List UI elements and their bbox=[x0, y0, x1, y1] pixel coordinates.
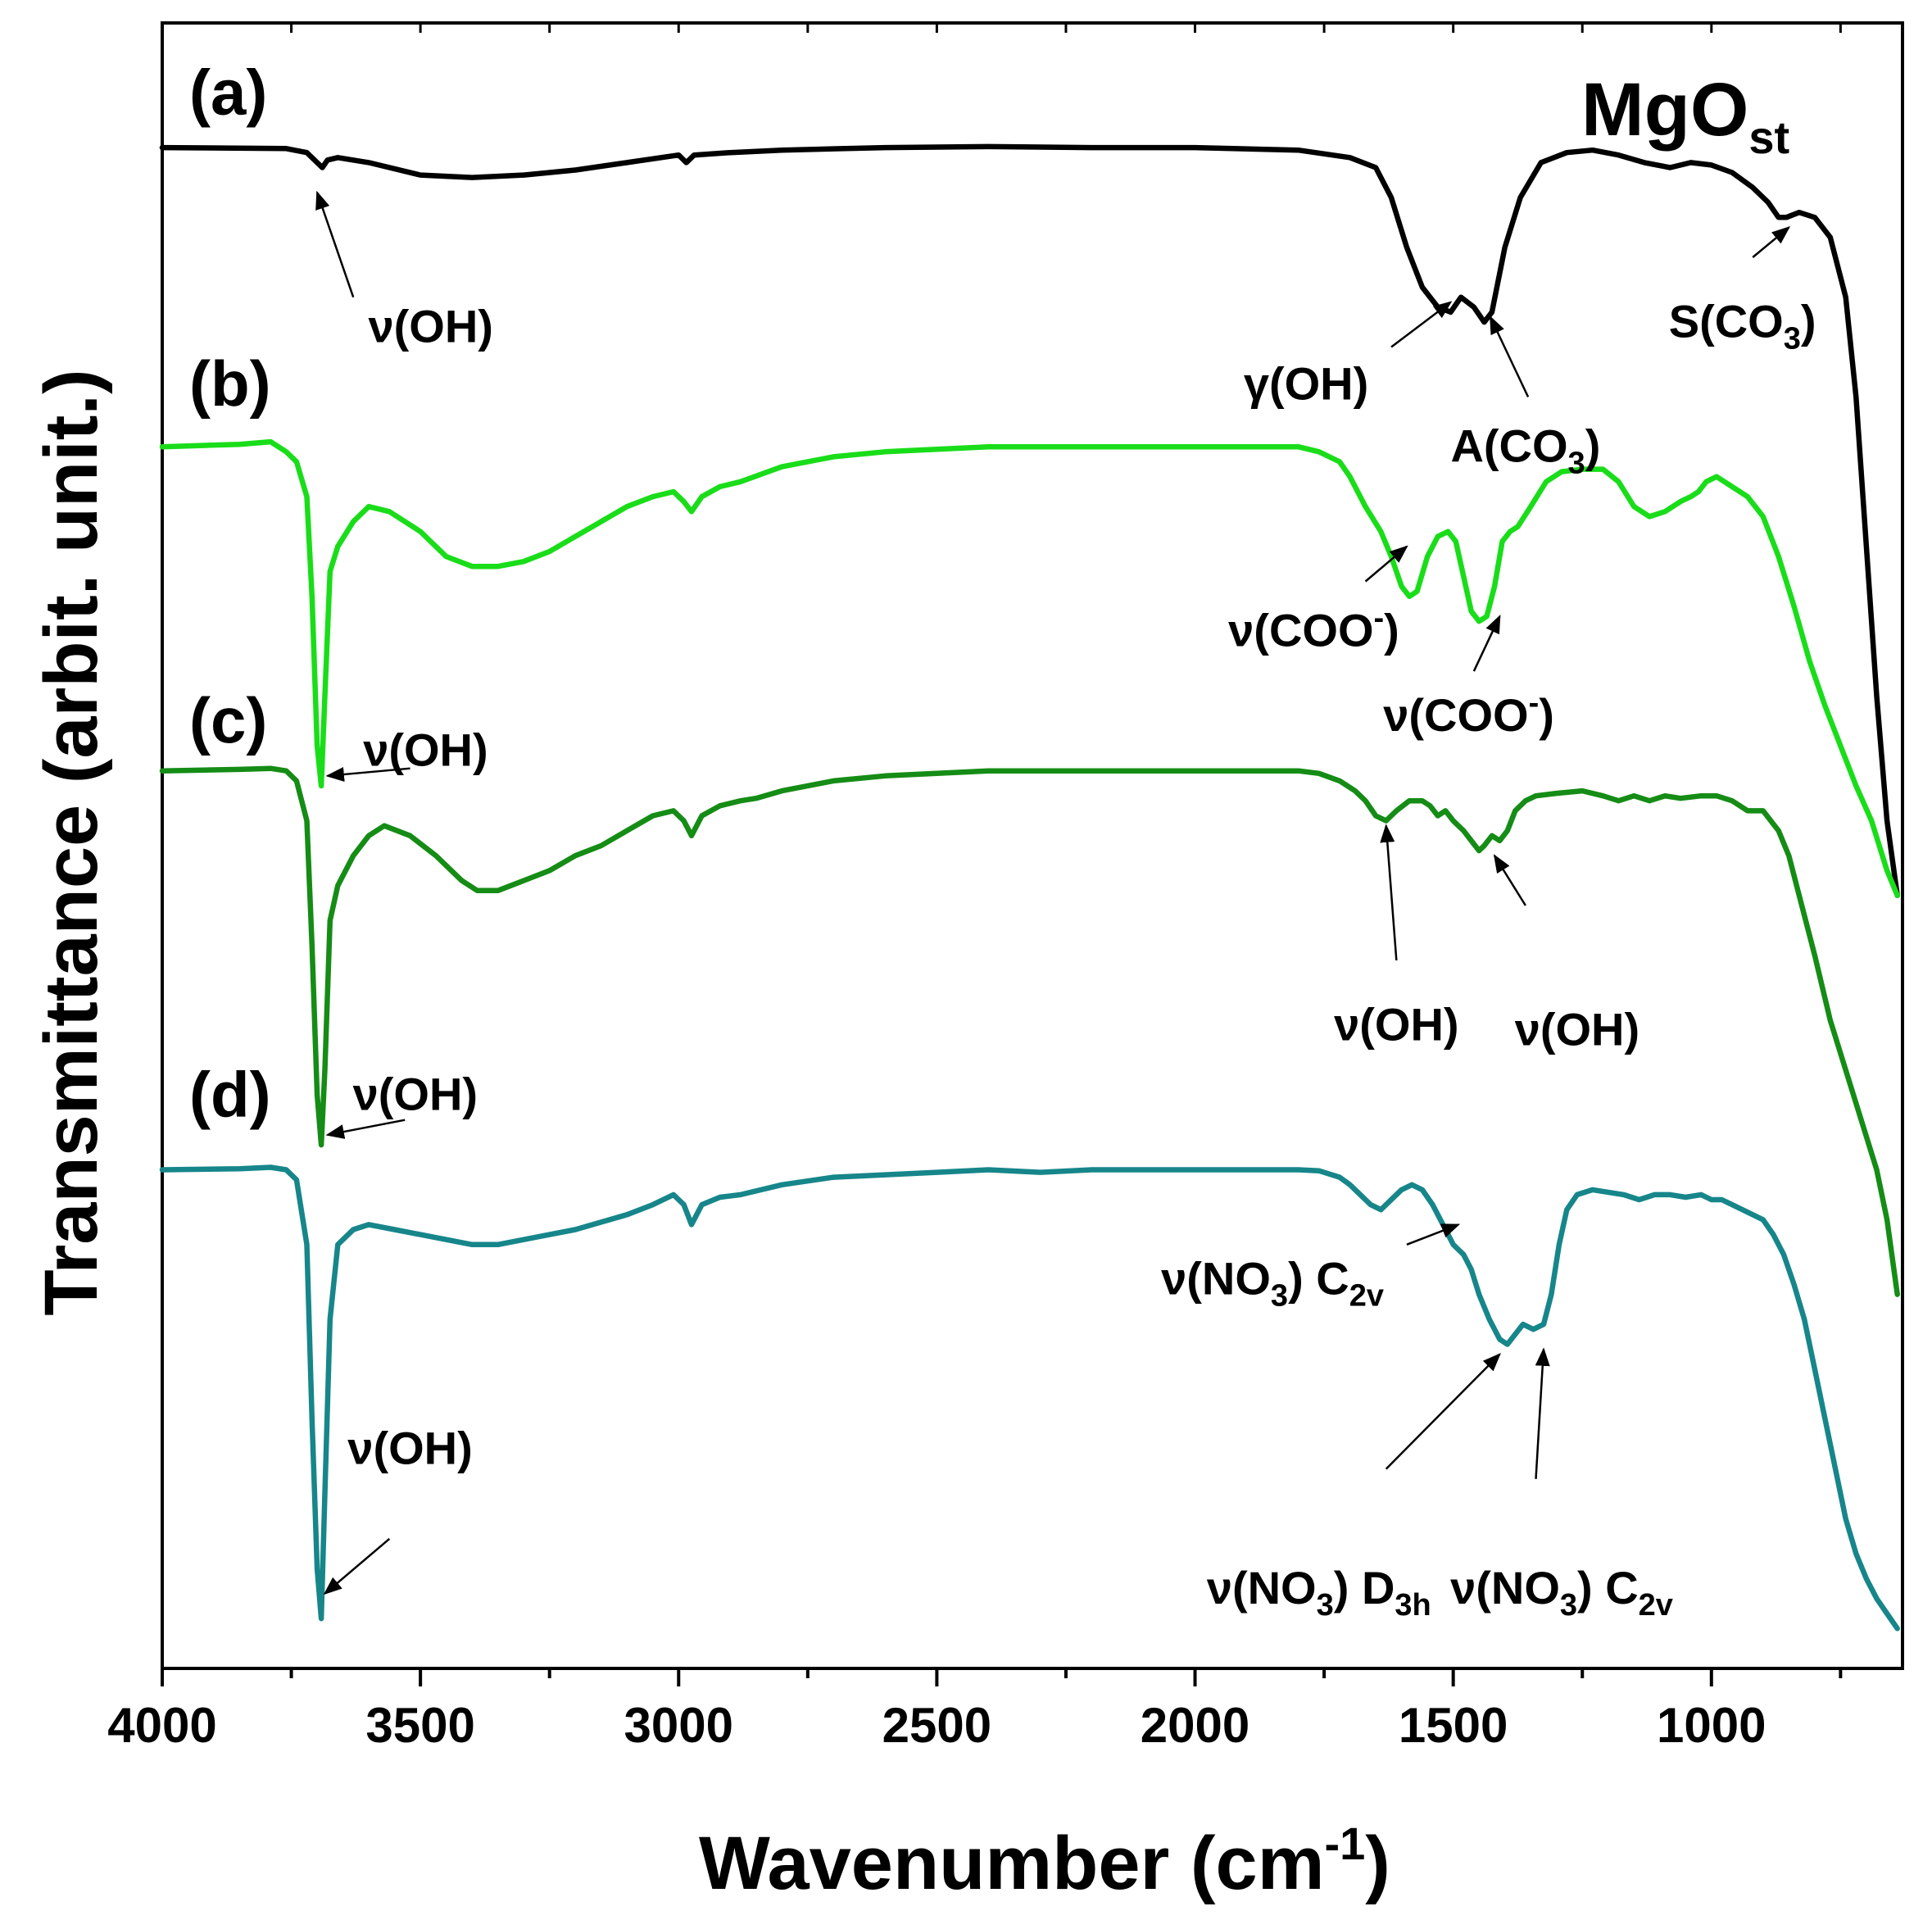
series-layer bbox=[159, 143, 1900, 1632]
annotation-label: γ(OH) bbox=[1244, 357, 1368, 409]
annotation-arrow bbox=[1380, 824, 1398, 961]
annotation-arrow bbox=[325, 767, 410, 782]
series-line-a bbox=[159, 143, 1900, 899]
chart-title: MgOst bbox=[1581, 68, 1789, 163]
annotation-label: ν(NO3) D3h bbox=[1207, 1562, 1431, 1623]
x-tick-label: 1500 bbox=[1399, 1698, 1508, 1753]
annotation-label: ν(OH) bbox=[1334, 998, 1458, 1050]
chart-title-main: MgO bbox=[1581, 68, 1748, 152]
panel-label: (a) bbox=[189, 56, 267, 128]
annotation-layer: ν(OH) γ(OH) A(CO3) S(CO3) ν(COO-) ν(COO-) ν(OH… bbox=[315, 190, 1816, 1623]
annotation-arrow bbox=[1472, 615, 1501, 672]
annotation-label: ν(OH) bbox=[347, 1423, 472, 1474]
annotation-arrow bbox=[1406, 1223, 1461, 1246]
annotation-arrow bbox=[325, 1119, 406, 1139]
x-tick-label: 4000 bbox=[107, 1698, 216, 1753]
annotation-label: ν(OH) bbox=[1515, 1003, 1639, 1055]
x-axis-title-main: Wavenumber (cm bbox=[699, 1822, 1324, 1905]
series-line-c bbox=[159, 765, 1900, 1297]
y-axis-title: Transmittance (arbit. unit.) bbox=[29, 369, 113, 1315]
panel-label-layer: (a) (b) (c) (d) bbox=[189, 56, 271, 1130]
x-tick-label: 2500 bbox=[882, 1698, 991, 1753]
annotation-arrow bbox=[1752, 226, 1791, 258]
annotation-arrow bbox=[1390, 301, 1453, 348]
annotation-label: ν(OH) bbox=[353, 1068, 478, 1119]
annotation-label: ν(OH) bbox=[369, 300, 493, 352]
annotation-arrow bbox=[323, 1537, 391, 1595]
annotation-label: S(CO3) bbox=[1669, 295, 1816, 356]
plot-border bbox=[161, 21, 1904, 1670]
annotation-arrow bbox=[1489, 315, 1530, 397]
annotation-arrow bbox=[1364, 545, 1408, 583]
x-axis-title-sup: -1 bbox=[1325, 1818, 1366, 1869]
annotation-arrow bbox=[315, 190, 355, 298]
panel-label: (d) bbox=[189, 1058, 271, 1130]
x-tick-label: 1000 bbox=[1657, 1698, 1766, 1753]
plot-frame bbox=[161, 21, 1904, 1670]
annotation-arrow bbox=[1535, 1347, 1550, 1479]
panel-label: (b) bbox=[189, 347, 271, 420]
x-ticks: 4000 3500 3000 2500 2000 1500 1000 bbox=[107, 23, 1843, 1753]
annotation-arrow bbox=[1385, 1353, 1501, 1470]
annotation-label: ν(NO3) C2v bbox=[1161, 1253, 1384, 1314]
annotation-label: ν(COO-) bbox=[1383, 686, 1554, 741]
series-line-d bbox=[159, 1164, 1900, 1632]
x-axis-title: Wavenumber (cm-1) bbox=[699, 1818, 1390, 1905]
chart-title-subscript: st bbox=[1748, 111, 1789, 163]
annotation-label: ν(COO-) bbox=[1228, 601, 1399, 656]
annotation-label: ν(OH) bbox=[363, 724, 488, 776]
annotation-label: A(CO3) bbox=[1450, 420, 1600, 480]
x-tick-label: 3000 bbox=[624, 1698, 733, 1753]
annotation-label: ν(NO3) C2v bbox=[1450, 1562, 1673, 1623]
annotation-arrow bbox=[1493, 854, 1526, 906]
x-tick-label: 2000 bbox=[1141, 1698, 1249, 1753]
x-axis-title-close: ) bbox=[1365, 1822, 1390, 1905]
x-tick-label: 3500 bbox=[365, 1698, 474, 1753]
series-line-b bbox=[159, 438, 1900, 899]
panel-label: (c) bbox=[189, 684, 267, 756]
